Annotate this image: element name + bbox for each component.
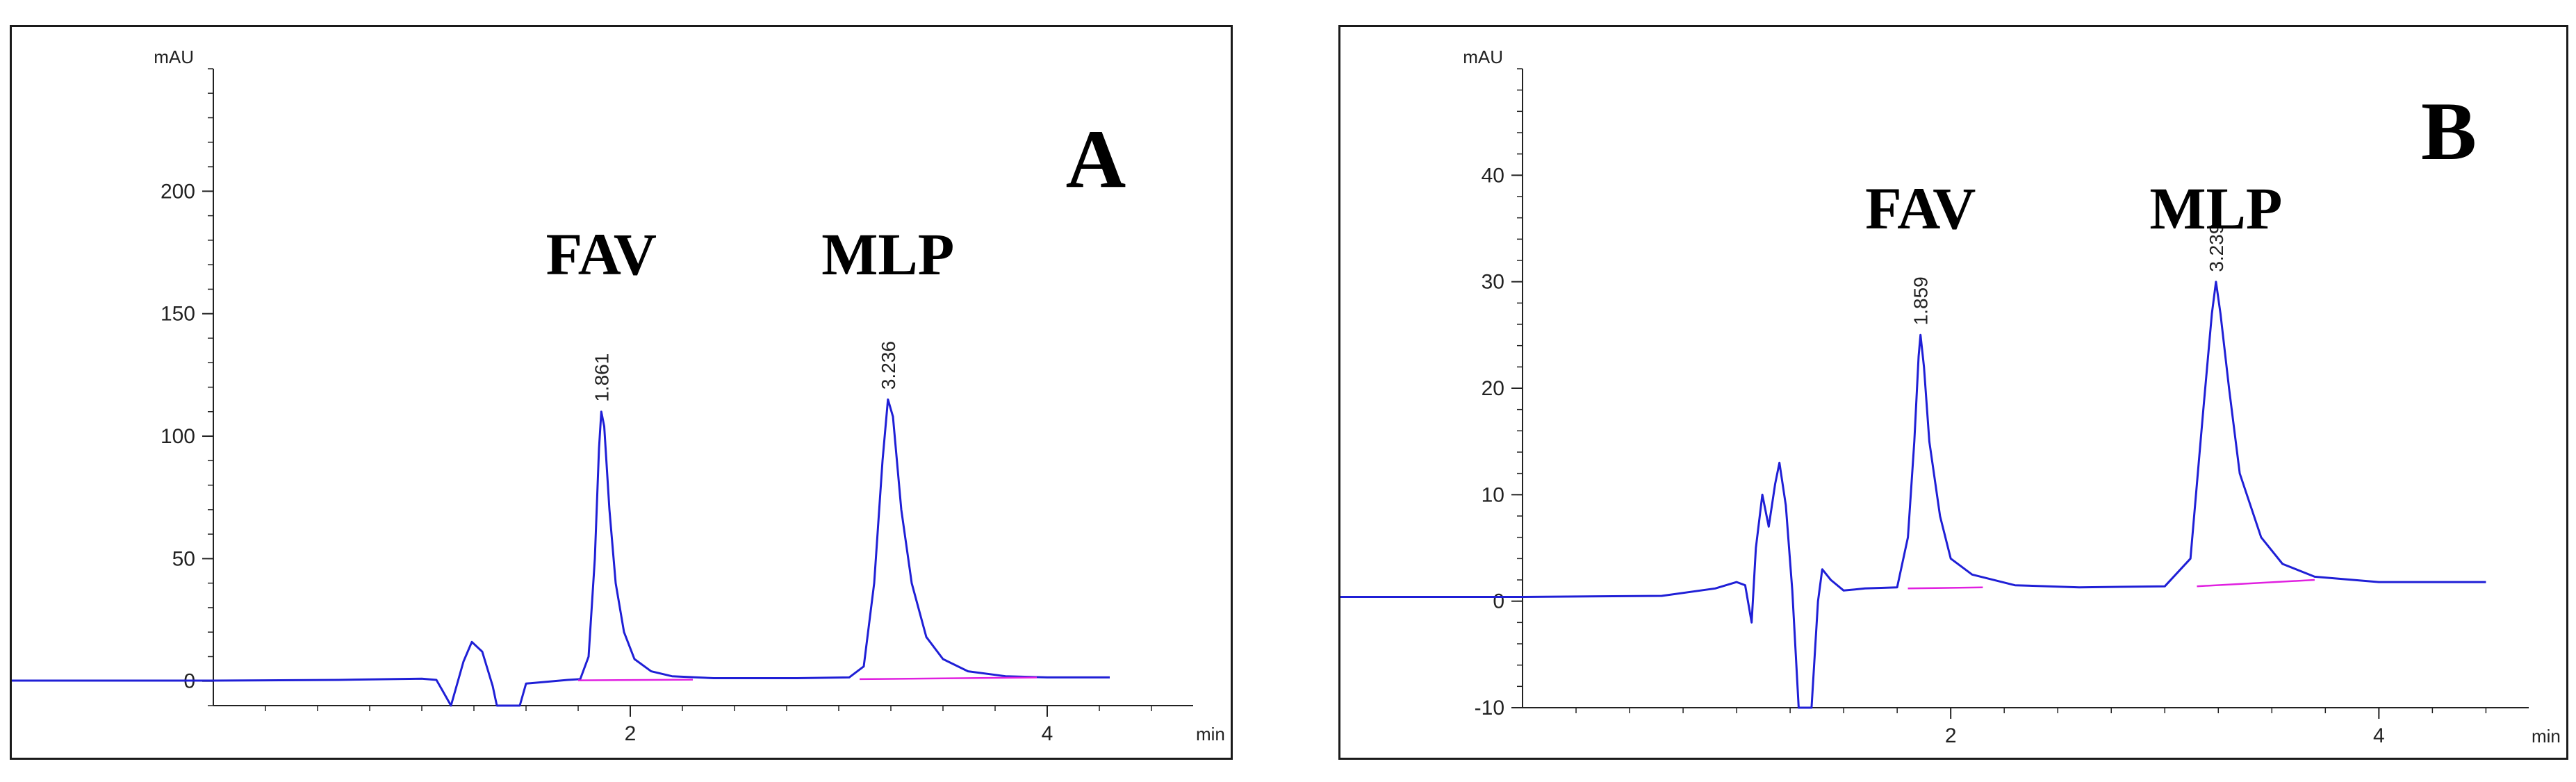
y-tick-label: 40 (1482, 164, 1504, 187)
peak-retention-time-label: 1.859 (1910, 276, 1932, 325)
y-tick-label: 0 (1493, 590, 1504, 613)
x-tick-label: 4 (1042, 722, 1053, 745)
peak-retention-time-label: 1.861 (591, 353, 612, 402)
peak-retention-time-label: 3.239 (2206, 224, 2227, 272)
chromatogram-panel-b: -10 0 10 20 30 40 mAU 2 4 min 1.859 FAV 3.239 MLP B (1338, 25, 2568, 760)
x-tick-label: 2 (1945, 724, 1957, 747)
y-tick-label: 200 (161, 180, 195, 203)
chromatogram-panel-a: 0 50 100 150 200 mAU 2 4 min 1.861 FAV 3.236 MLP A (10, 25, 1233, 760)
y-axis-unit: mAU (154, 47, 194, 67)
peak-name-label: FAV (1865, 175, 1976, 242)
y-tick-label: 30 (1482, 271, 1504, 294)
x-tick-label: 4 (2373, 724, 2385, 747)
x-axis-unit: min (2532, 726, 2561, 747)
y-tick-label: 100 (161, 425, 195, 448)
chromatogram-trace (12, 398, 1110, 707)
panel-letter: B (2421, 85, 2477, 177)
peak-retention-time-label: 3.236 (878, 341, 899, 390)
y-tick-label: 10 (1482, 483, 1504, 506)
x-axis-unit: min (1196, 724, 1225, 744)
peak-name-label: MLP (821, 221, 954, 288)
y-tick-label: 20 (1482, 377, 1504, 400)
y-axis-unit: mAU (1463, 47, 1503, 67)
integration-baseline (2197, 579, 2315, 588)
integration-baseline (577, 679, 694, 681)
chromatogram-trace (1340, 281, 2486, 709)
peak-name-label: MLP (2149, 175, 2282, 242)
peak-name-label: FAV (546, 221, 657, 288)
x-tick-label: 2 (625, 722, 637, 745)
panel-letter: A (1066, 113, 1126, 205)
integration-baseline (1908, 586, 1983, 590)
y-tick-label: -10 (1475, 697, 1504, 719)
y-tick-label: 50 (172, 547, 195, 570)
integration-baseline (859, 676, 1037, 681)
y-tick-label: 150 (161, 303, 195, 326)
